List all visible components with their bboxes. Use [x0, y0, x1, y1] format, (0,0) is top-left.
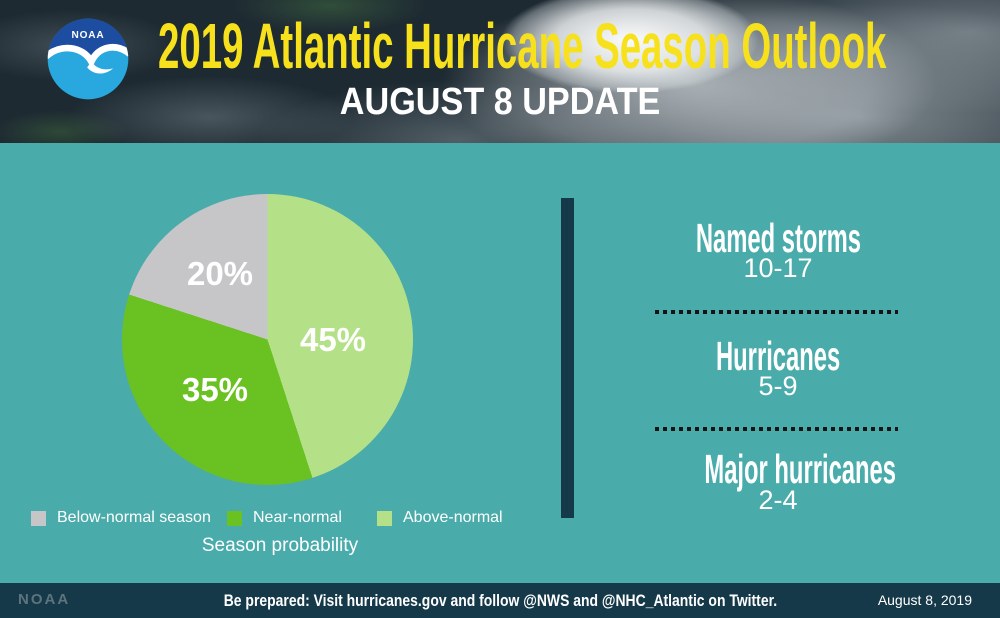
legend-swatch-below-normal: [31, 510, 46, 526]
stat-major-hurricanes-range: 2-4: [758, 485, 798, 515]
legend-label-above-normal: Above-normal: [403, 509, 503, 526]
satellite-clouds-background: [0, 0, 1000, 143]
footer-brand: NOAA: [18, 591, 71, 608]
legend-item-below-normal: Below-normal season: [31, 509, 211, 527]
pie-chart: [122, 194, 413, 485]
stat-named-storms-range: 10-17: [743, 253, 813, 283]
legend-item-near-normal: Near-normal: [227, 509, 342, 527]
stat-named-storms-label: Named storms: [695, 215, 861, 261]
page-subtitle: AUGUST 8 UPDATE: [339, 81, 661, 123]
stat-major-hurricanes-label: Major hurricanes: [704, 446, 897, 492]
noaa-logo-text: NOAA: [71, 30, 104, 41]
pie-label-near-normal: 35%: [181, 371, 249, 408]
stat-hurricanes-range: 5-9: [758, 371, 798, 401]
legend-swatch-above-normal: [377, 510, 392, 526]
legend-label-below-normal: Below-normal season: [57, 509, 211, 526]
dotted-divider: [655, 310, 898, 314]
legend-label-near-normal: Near-normal: [253, 509, 342, 526]
legend-item-above-normal: Above-normal: [377, 509, 503, 527]
vertical-divider: [561, 198, 574, 518]
header-subtitle-row: AUGUST 8 UPDATE: [0, 82, 1000, 130]
header-banner: NOAA 2019 Atlantic Hurricane Season Outl…: [0, 0, 1000, 143]
page-title: 2019 Atlantic Hurricane Season Outlook: [158, 10, 887, 82]
pie-label-above-normal: 45%: [299, 321, 367, 358]
stat-hurricanes-label: Hurricanes: [715, 333, 841, 379]
dotted-divider: [655, 427, 898, 431]
main-content: 45% 35% 20% Below-normal season Near-nor…: [0, 143, 1000, 583]
chart-title: Season probability: [201, 535, 359, 556]
legend-swatch-near-normal: [227, 510, 242, 526]
footer-message-row: Be prepared: Visit hurricanes.gov and fo…: [0, 583, 1000, 618]
footer-message: Be prepared: Visit hurricanes.gov and fo…: [223, 591, 777, 610]
footer-date: August 8, 2019: [877, 592, 972, 608]
stat-named-storms: Named storms: [635, 217, 921, 259]
stats-panel: Named storms 10-17 Hurricanes 5-9 Major …: [635, 143, 921, 583]
header-title-row: 2019 Atlantic Hurricane Season Outlook: [158, 13, 1000, 79]
footer-bar: NOAA Be prepared: Visit hurricanes.gov a…: [0, 583, 1000, 618]
stat-major-hurricanes: Major hurricanes: [635, 448, 921, 490]
stat-hurricanes: Hurricanes: [635, 335, 921, 377]
noaa-logo-icon: NOAA: [47, 18, 129, 100]
pie-label-below-normal: 20%: [186, 255, 254, 292]
